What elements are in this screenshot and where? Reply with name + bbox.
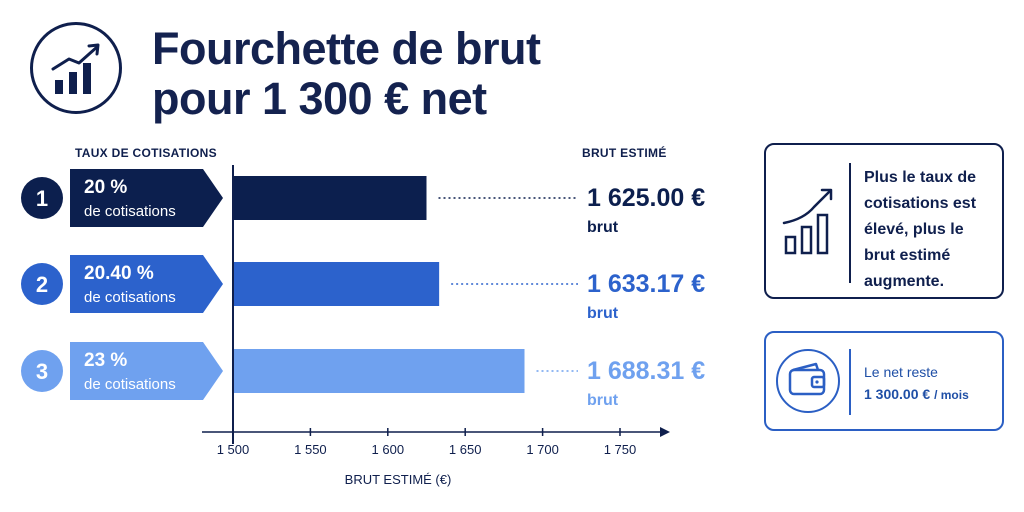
net-salary-unit: / mois [934,388,969,402]
rates-column-header: TAUX DE COTISATIONS [75,146,217,160]
brut-column-header: BRUT ESTIMÉ [582,146,667,160]
explanation-text: Plus le taux de cotisations est élevé, p… [864,165,976,295]
rate-percent: 20.40 % [84,263,154,284]
rate-banner [70,169,223,227]
explanation-line: cotisations est [864,195,977,212]
data-bar [233,176,427,220]
row-number-badge [21,263,63,305]
rate-banner [70,342,223,400]
rate-percent: 20 % [84,177,127,198]
x-axis-arrow [660,427,670,437]
explanation-line: augmente. [864,273,945,290]
x-tick-label: 1 500 [217,442,250,457]
x-tick-label: 1 750 [604,442,637,457]
explanation-line: Plus le taux de [864,169,977,186]
x-tick-label: 1 550 [294,442,327,457]
wallet-icon [776,349,840,413]
row-number: 3 [36,359,48,384]
data-label-suffix: brut [587,305,619,322]
card-divider [849,349,851,415]
rate-suffix: de cotisations [84,376,176,393]
data-bar [233,349,525,393]
rate-suffix: de cotisations [84,289,176,306]
data-label-suffix: brut [587,219,619,236]
x-tick-label: 1 600 [372,442,405,457]
row-number-badge [21,350,63,392]
x-tick-label: 1 700 [526,442,559,457]
trend-up-bar-chart-icon [782,188,833,255]
row-number: 1 [36,186,48,211]
data-bar [233,262,440,306]
data-label: 1 633.17 € [587,270,705,298]
net-salary-value: 1 300.00 € [864,386,931,402]
page-title-line-2: pour 1 300 € net [152,73,487,124]
rate-suffix: de cotisations [84,203,176,220]
explanation-line: élevé, plus le [864,221,964,238]
card-divider [849,163,851,283]
trend-up-bar-chart-icon [30,22,122,114]
x-tick-label: 1 650 [449,442,482,457]
rate-banner [70,255,223,313]
net-salary-text: Le net reste 1 300.00 € / mois [864,361,969,406]
net-salary-card: Le net reste 1 300.00 € / mois [764,331,1004,431]
data-label: 1 625.00 € [587,184,705,212]
data-label: 1 688.31 € [587,357,705,385]
rate-percent: 23 % [84,350,127,371]
explanation-line: brut estimé [864,247,951,264]
data-label-suffix: brut [587,392,619,409]
x-axis-title: BRUT ESTIMÉ (€) [345,472,452,487]
explanation-card: Plus le taux de cotisations est élevé, p… [764,143,1004,299]
row-number-badge [21,177,63,219]
row-number: 2 [36,272,48,297]
page-title-line-1: Fourchette de brut [152,23,541,74]
net-salary-label: Le net reste [864,364,938,380]
